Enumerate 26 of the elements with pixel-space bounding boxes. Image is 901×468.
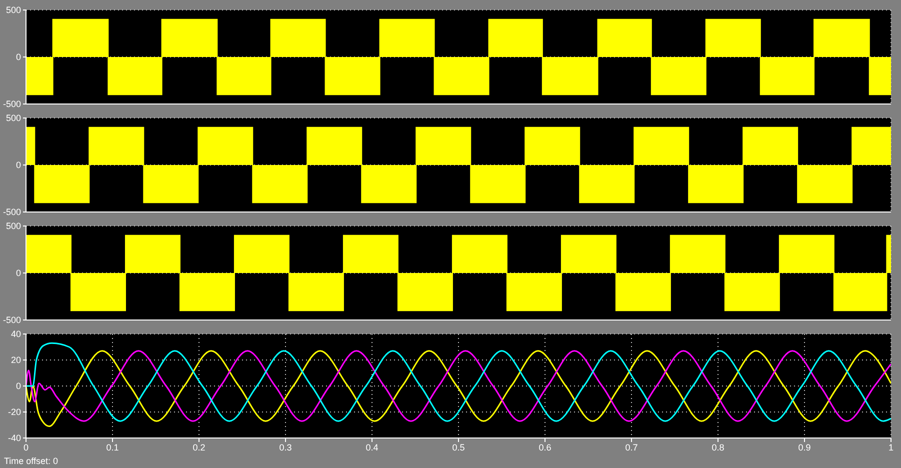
x-tick-label: 0.4 (366, 442, 378, 452)
x-tick-label: 0.9 (798, 442, 811, 452)
x-tick-label: 1 (888, 442, 894, 452)
y-tick-label: 0 (16, 52, 21, 62)
y-tick-label: 20 (10, 355, 21, 366)
x-tick-label: 0.2 (192, 442, 206, 452)
x-tick-label: 0.6 (538, 442, 552, 452)
x-tick-label: 0 (23, 442, 29, 452)
x-tick-label: 0.1 (106, 442, 119, 452)
y-tick-label: -500 (2, 315, 21, 326)
x-tick-label: 0.7 (625, 442, 638, 452)
y-tick-label: 0 (16, 160, 21, 170)
text: Time offset: 0 (3, 456, 60, 468)
y-tick-label: 500 (6, 5, 21, 16)
y-tick-label: -20 (8, 407, 21, 418)
x-tick-label: 0.8 (712, 442, 724, 452)
x-tick-label: 0.3 (279, 442, 292, 452)
y-tick-label: -500 (2, 99, 21, 110)
y-tick-label: 0 (16, 381, 21, 392)
y-tick-label: -40 (8, 433, 21, 444)
y-tick-label: 500 (6, 221, 21, 232)
y-tick-label: -500 (2, 207, 21, 218)
y-tick-label: 500 (6, 113, 21, 124)
y-tick-label: 0 (16, 268, 21, 278)
x-tick-label: 0.5 (452, 442, 465, 452)
y-tick-label: 40 (10, 329, 21, 340)
